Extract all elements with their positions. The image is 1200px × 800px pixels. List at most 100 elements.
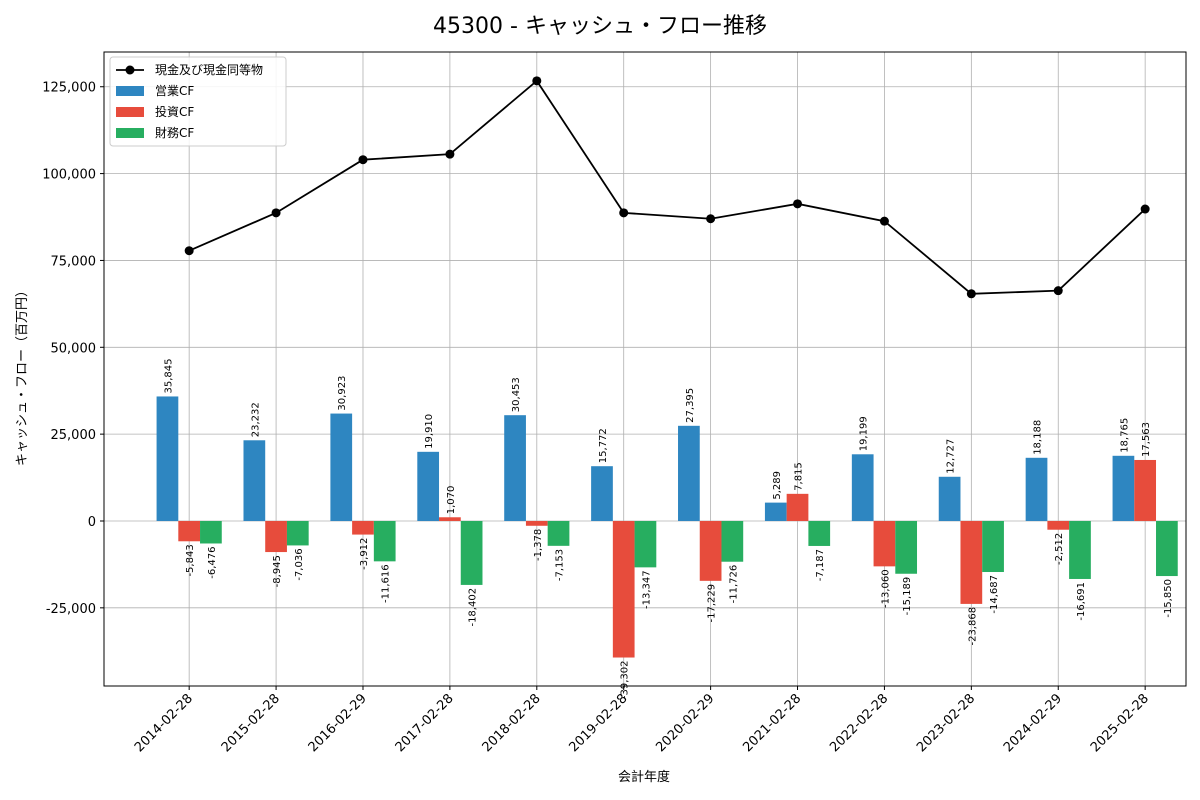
y-axis-title: キャッシュ・フロー（百万円） [15,284,30,466]
bar-data-label: 17,563 [1141,422,1152,457]
bar-data-label: -1,378 [533,529,544,561]
bar-data-label: -15,189 [902,577,913,616]
bar-data-label: -11,726 [728,565,739,604]
y-tick-label: 100,000 [42,168,96,183]
x-tick-label: 2023-02-28 [914,691,978,755]
bar [525,520,548,526]
cash-point [879,216,889,226]
bar-data-label: 30,453 [511,377,522,412]
bar [330,413,353,521]
bar-data-label: 35,845 [163,358,174,393]
bar-data-label: 19,199 [859,416,870,451]
bar [373,520,396,562]
bar [200,520,222,544]
bar [1112,455,1135,521]
bar-data-label: -17,229 [707,584,718,623]
bar-data-label: -13,347 [641,570,652,609]
y-tick-label: 125,000 [42,81,96,96]
bar-data-label: -13,060 [880,569,891,608]
bar [352,520,374,535]
y-axis-ticks: -25,000 0 25,000 50,000 75,000 100,000 125,000 [42,81,104,617]
bar [460,520,483,585]
bar-data-label: 27,395 [685,388,696,423]
x-tick-label: 2024-02-29 [1001,691,1065,755]
bar [286,520,309,546]
cash-point [1140,204,1150,214]
bar-data-label: 15,772 [598,428,609,463]
bar-data-label: -5,843 [185,544,196,576]
cash-line [188,79,1146,295]
x-tick-label: 2022-02-28 [827,691,891,755]
cash-line-series [184,76,1150,299]
bar-series [156,396,1178,658]
bar [938,476,961,521]
bar-data-label: -7,153 [555,549,566,581]
legend-swatch [116,107,144,117]
cash-point [271,208,281,218]
bar-data-label: 18,765 [1119,418,1130,453]
bar [504,415,526,521]
bar-data-label: -16,691 [1076,582,1087,621]
cash-point [445,149,455,159]
plot-area-frame [103,51,1187,687]
y-tick-label: 75,000 [51,254,97,269]
legend-label: 現金及び現金同等物 [155,62,263,77]
bar [808,520,831,546]
x-tick-label: 2025-02-28 [1088,691,1152,755]
x-tick-label: 2014-02-28 [132,691,196,755]
x-tick-label: 2015-02-28 [219,691,283,755]
bar [178,520,201,542]
bar-data-label: -14,687 [989,575,1000,614]
bar-data-label: -7,187 [815,549,826,581]
bar-data-label: -8,945 [272,555,283,587]
bar-data-label: 30,923 [337,376,348,411]
bar-data-label: -6,476 [207,546,218,578]
x-tick-label: 2018-02-28 [480,691,544,755]
cash-point [706,214,716,224]
bar-data-label: -3,912 [359,538,370,570]
bar-data-label: 7,815 [794,462,805,491]
bar-data-label: 5,289 [772,471,783,500]
bar [243,440,266,521]
bar [873,520,896,567]
x-tick-label: 2017-02-28 [393,691,457,755]
bar [265,520,287,553]
bar [1134,459,1157,521]
bar [982,520,1004,573]
cash-point [966,289,976,299]
cash-point [619,208,629,218]
legend-label: 財務CF [155,125,194,140]
bar [547,520,570,546]
bar-data-label: -7,036 [294,548,305,580]
bar [1156,520,1178,577]
bar [678,425,700,521]
chart-title: 45300 - キャッシュ・フロー推移 [433,14,767,39]
bar [1047,520,1070,530]
bar-data-label: -11,616 [381,564,392,603]
bar [417,451,440,521]
bar [786,493,809,521]
bar [634,520,657,568]
bar [851,454,874,521]
bar [1069,520,1091,579]
bar-data-labels: 35,845 23,232 30,923 19,910 30,453 15,772 27,3… [163,358,1173,699]
bar-data-label: 23,232 [250,402,261,437]
legend-swatch [116,128,144,138]
bar [612,520,635,658]
bar [439,517,461,521]
x-tick-label: 2016-02-29 [306,691,370,755]
bar [721,520,744,562]
bar-data-label: -18,402 [468,588,479,627]
x-tick-label: 2019-02-28 [566,691,630,755]
bar-data-label: 12,727 [946,439,957,474]
legend-label: 投資CF [155,104,194,119]
x-axis-title: 会計年度 [618,769,670,785]
y-tick-label: 50,000 [51,341,97,356]
bar [699,520,722,581]
legend-label: 営業CF [155,84,194,98]
x-axis-ticks: 2014-02-28 2015-02-28 2016-02-29 2017-02-28… [132,686,1152,755]
bar [895,520,918,574]
bar-data-label: -23,868 [967,607,978,646]
legend-marker [125,65,135,75]
